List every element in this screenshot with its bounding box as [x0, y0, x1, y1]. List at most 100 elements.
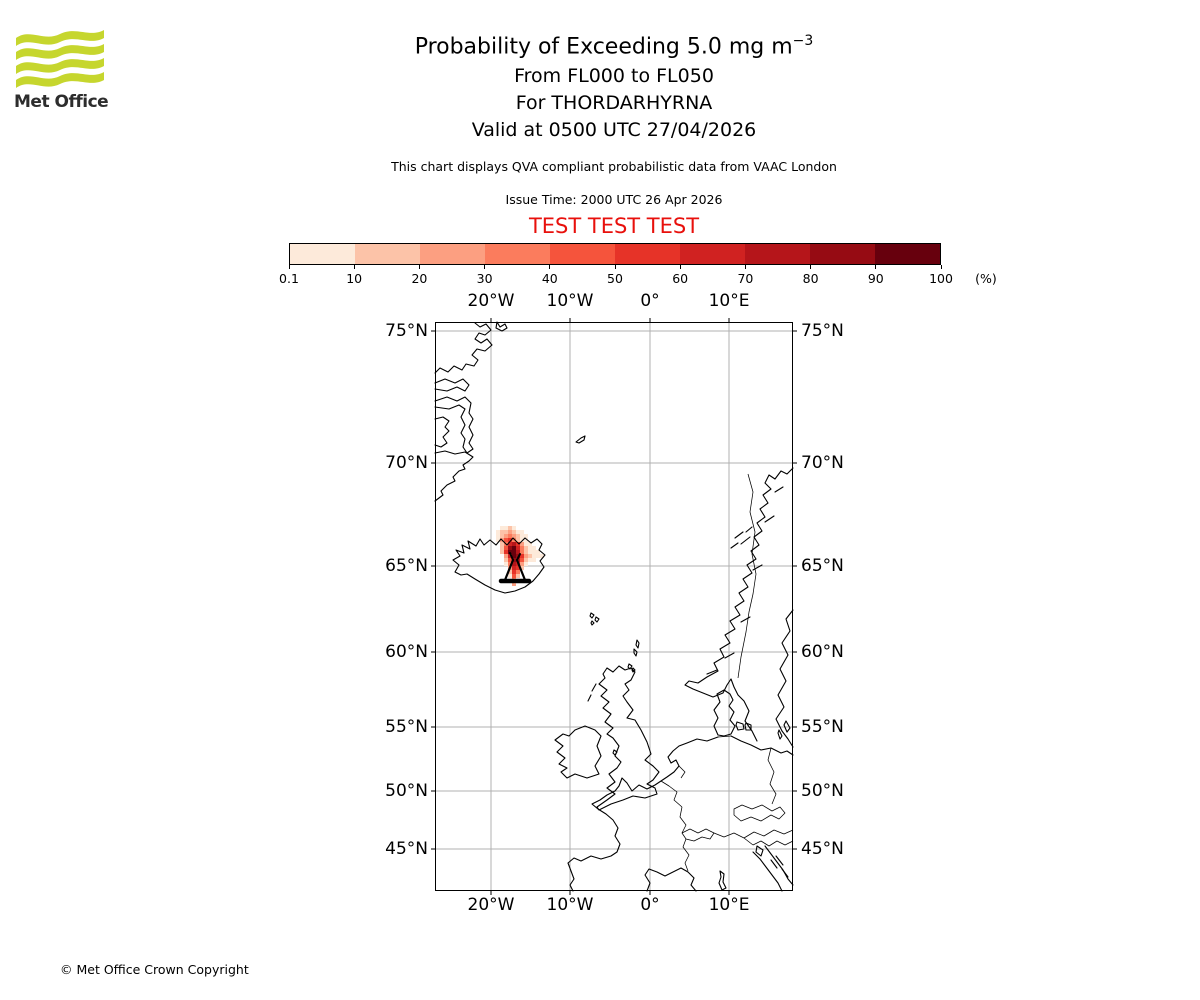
- colorbar-tick-label: 90: [867, 271, 884, 286]
- subtitle-flight-levels: From FL000 to FL050: [514, 65, 714, 87]
- lat-label-left: 55°N: [385, 717, 428, 737]
- logo-brand-text: Met Office: [14, 92, 109, 112]
- colorbar-segment: [420, 244, 485, 264]
- logo-waves-icon: [16, 30, 104, 88]
- lat-label-left: 50°N: [385, 781, 428, 801]
- coastline-croatian-isles: [770, 855, 789, 878]
- lat-label-right: 55°N: [801, 717, 844, 737]
- coastline-mainland-west: [567, 736, 719, 892]
- map-frame-ticks: [431, 318, 797, 895]
- colorbar-segment: [615, 244, 680, 264]
- coastline-norway: [684, 467, 794, 742]
- coastline-baltic-south: [730, 735, 794, 756]
- colorbar-tick-label: 10: [346, 271, 363, 286]
- coastline-greenland: [434, 416, 450, 448]
- coastline-greenland: [434, 450, 474, 502]
- coastline-lofoten: [730, 526, 753, 549]
- colorbar-tick: [484, 265, 486, 269]
- probability-plume: [496, 526, 544, 586]
- colorbar-segment: [745, 244, 810, 264]
- lon-label-bottom: 20°W: [467, 895, 515, 915]
- colorbar-tick: [418, 265, 420, 269]
- colorbar-tick: [288, 265, 290, 269]
- coastline-danish-isles: [735, 721, 752, 731]
- colorbar-tick: [875, 265, 877, 269]
- lat-label-right: 60°N: [801, 642, 844, 662]
- colorbar-tick-label: 80: [802, 271, 819, 286]
- colorbar-tick-label: 30: [476, 271, 493, 286]
- colorbar-tick-label: 100: [929, 271, 953, 286]
- coastline-denmark: [713, 689, 736, 737]
- colorbar-segment: [875, 244, 940, 264]
- colorbar-segment: [810, 244, 875, 264]
- colorbar: [289, 243, 941, 265]
- coastline-gotland: [777, 720, 791, 740]
- colorbar-tick: [679, 265, 681, 269]
- coastline-faroes: [589, 612, 600, 626]
- colorbar-tick: [940, 265, 942, 269]
- map-svg: [431, 318, 797, 895]
- coastline-ireland: [554, 725, 602, 779]
- copyright: © Met Office Crown Copyright: [60, 962, 249, 977]
- coastline-great-britain: [596, 665, 660, 811]
- subtitle-volcano: For THORDARHYRNA: [515, 92, 713, 114]
- lon-label-top: 20°W: [467, 291, 515, 311]
- lat-label-right: 65°N: [801, 556, 844, 576]
- colorbar-segment: [485, 244, 550, 264]
- colorbar-tick-label: 20: [411, 271, 428, 286]
- colorbar-tick: [614, 265, 616, 269]
- colorbar-unit: (%): [975, 271, 997, 286]
- coastline-isle-of-man: [612, 749, 618, 756]
- coastline-jan-mayen: [575, 435, 586, 444]
- lat-label-right: 70°N: [801, 453, 844, 473]
- colorbar-segment: [550, 244, 615, 264]
- lon-label-bottom: 10°E: [708, 895, 750, 915]
- colorbar-tick-label: 50: [607, 271, 623, 286]
- country-borders: [660, 473, 794, 872]
- title-exponent: −3: [792, 33, 814, 49]
- colorbar-tick-label: 0.1: [279, 271, 299, 286]
- colorbar-segment: [680, 244, 745, 264]
- coastline-norway-fjords: [706, 486, 784, 675]
- lat-label-right: 45°N: [801, 839, 844, 859]
- map-frame: [435, 322, 793, 891]
- colorbar-tick: [549, 265, 551, 269]
- coastline-greenland: [434, 322, 493, 374]
- title-text: Probability of Exceeding 5.0 mg m: [414, 34, 793, 60]
- map-gridlines: [435, 322, 793, 891]
- qva-note: This chart displays QVA compliant probab…: [391, 159, 837, 174]
- coastline-shetland: [633, 639, 640, 657]
- subtitle-valid-time: Valid at 0500 UTC 27/04/2026: [471, 119, 757, 141]
- colorbar-tick: [810, 265, 812, 269]
- coastline-iceland: [452, 537, 546, 594]
- test-banner: TEST TEST TEST: [528, 214, 700, 238]
- coastline-greenland: [434, 378, 470, 392]
- coastline-greenland: [495, 321, 508, 332]
- colorbar-tick: [744, 265, 746, 269]
- coastline-istria: [755, 845, 764, 857]
- colorbar-tick-label: 60: [672, 271, 689, 286]
- lat-label-left: 45°N: [385, 839, 428, 859]
- coastline-corsica: [718, 870, 727, 891]
- lat-label-left: 75°N: [385, 321, 428, 341]
- coastline-hebrides: [587, 683, 597, 702]
- coastline-mediterranean: [644, 867, 697, 892]
- coastline-croatia: [764, 845, 794, 886]
- page-title: Probability of Exceeding 5.0 mg m−3: [14, 28, 1200, 60]
- lon-label-bottom: 10°W: [546, 895, 594, 915]
- met-office-logo: [14, 26, 114, 118]
- lon-label-top: 10°E: [708, 291, 750, 311]
- coastline-greenland: [434, 396, 474, 454]
- colorbar-segment: [290, 244, 355, 264]
- lat-label-left: 60°N: [385, 642, 428, 662]
- colorbar-tick-label: 70: [737, 271, 754, 286]
- coastlines: [434, 321, 794, 892]
- issue-time: Issue Time: 2000 UTC 26 Apr 2026: [505, 192, 723, 207]
- colorbar-segment: [355, 244, 420, 264]
- lat-label-left: 70°N: [385, 453, 428, 473]
- lon-label-top: 10°W: [546, 291, 594, 311]
- volcano-marker-icon: [498, 552, 532, 584]
- colorbar-tick: [353, 265, 355, 269]
- lat-label-right: 50°N: [801, 781, 844, 801]
- lat-label-right: 75°N: [801, 321, 844, 341]
